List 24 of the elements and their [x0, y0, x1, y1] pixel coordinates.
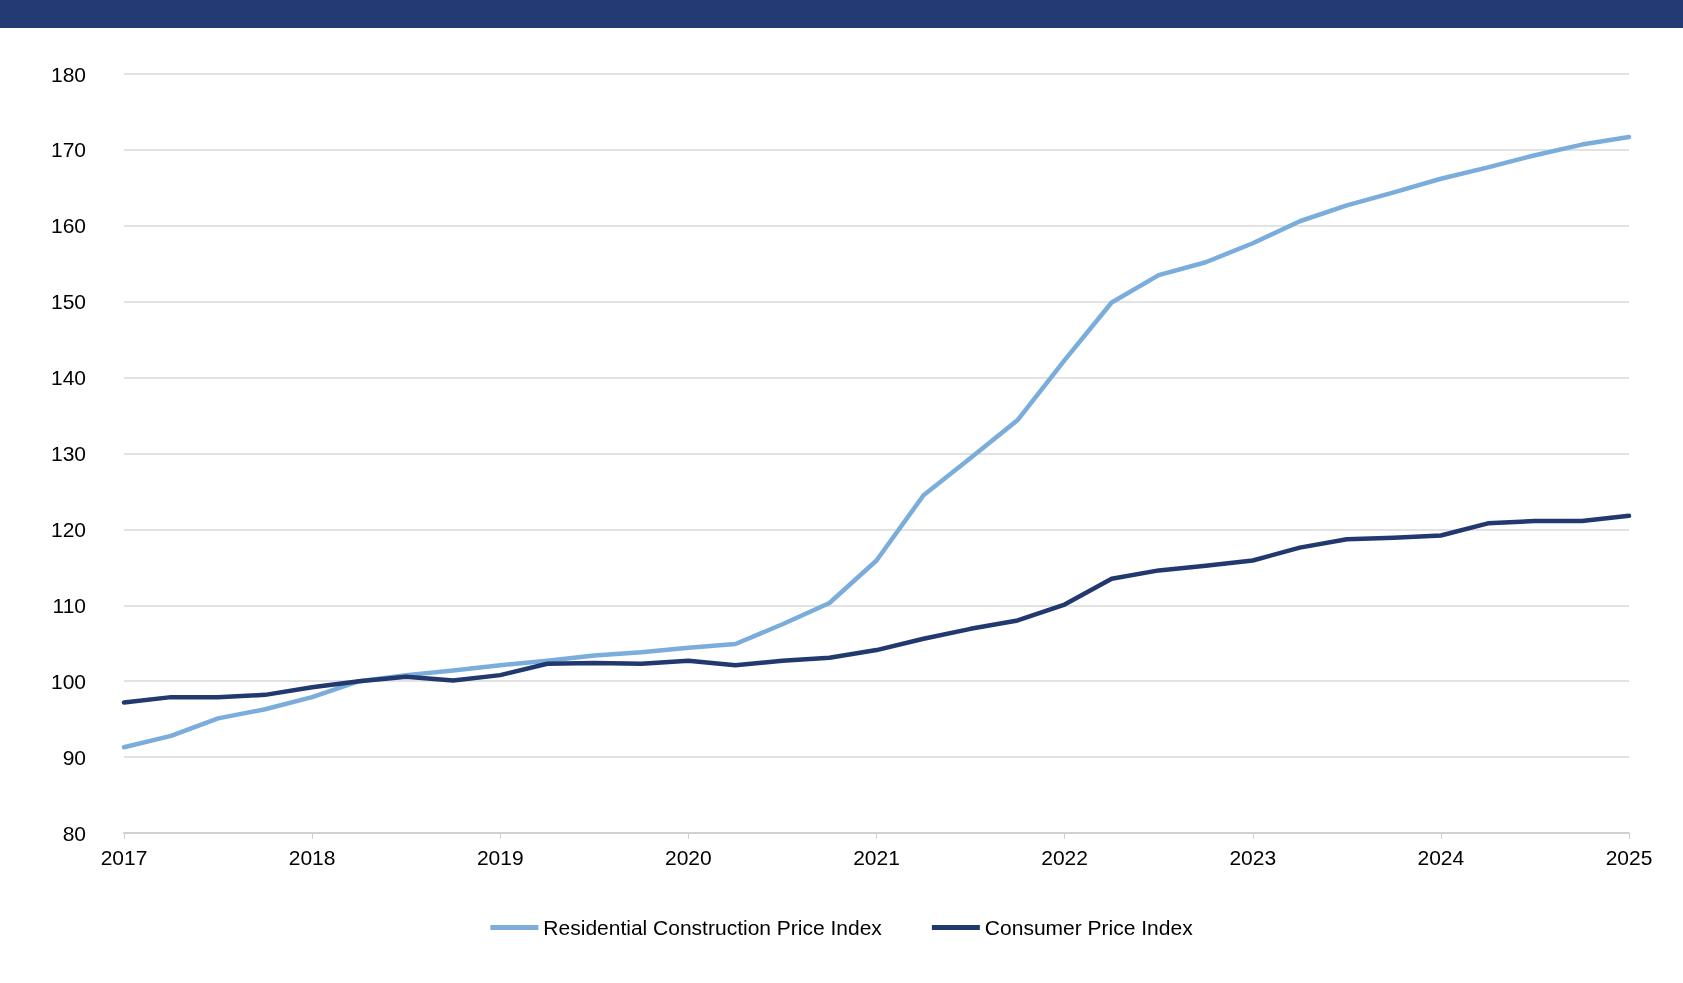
x-tick-label: 2022	[1041, 846, 1088, 869]
y-tick-label: 90	[62, 745, 86, 769]
x-tick-label: 2019	[476, 846, 524, 869]
y-tick-label: 160	[50, 214, 86, 238]
line-series	[121, 513, 1632, 705]
x-tick-label: 2023	[1229, 846, 1277, 869]
legend-label: Consumer Price Index	[984, 916, 1194, 939]
y-tick-label: 80	[62, 821, 86, 845]
line-series	[121, 134, 1632, 750]
y-tick-label: 120	[50, 517, 86, 541]
legend-label: Residential Construction Price Index	[543, 916, 883, 939]
x-tick-label: 2017	[100, 846, 148, 869]
y-tick-label: 180	[50, 62, 86, 86]
x-tick-label: 2021	[853, 846, 900, 869]
y-tick-label: 130	[50, 442, 86, 465]
x-tick-label: 2018	[288, 846, 336, 869]
x-tick-label: 2024	[1417, 846, 1465, 869]
x-tick-label: 2020	[665, 846, 712, 869]
y-tick-label: 170	[50, 138, 86, 162]
y-tick-label: 100	[50, 669, 86, 693]
y-tick-label: 140	[50, 366, 86, 390]
x-tick-label: 2025	[1605, 846, 1653, 869]
y-tick-label: 110	[52, 593, 86, 617]
y-tick-label: 150	[50, 290, 86, 314]
